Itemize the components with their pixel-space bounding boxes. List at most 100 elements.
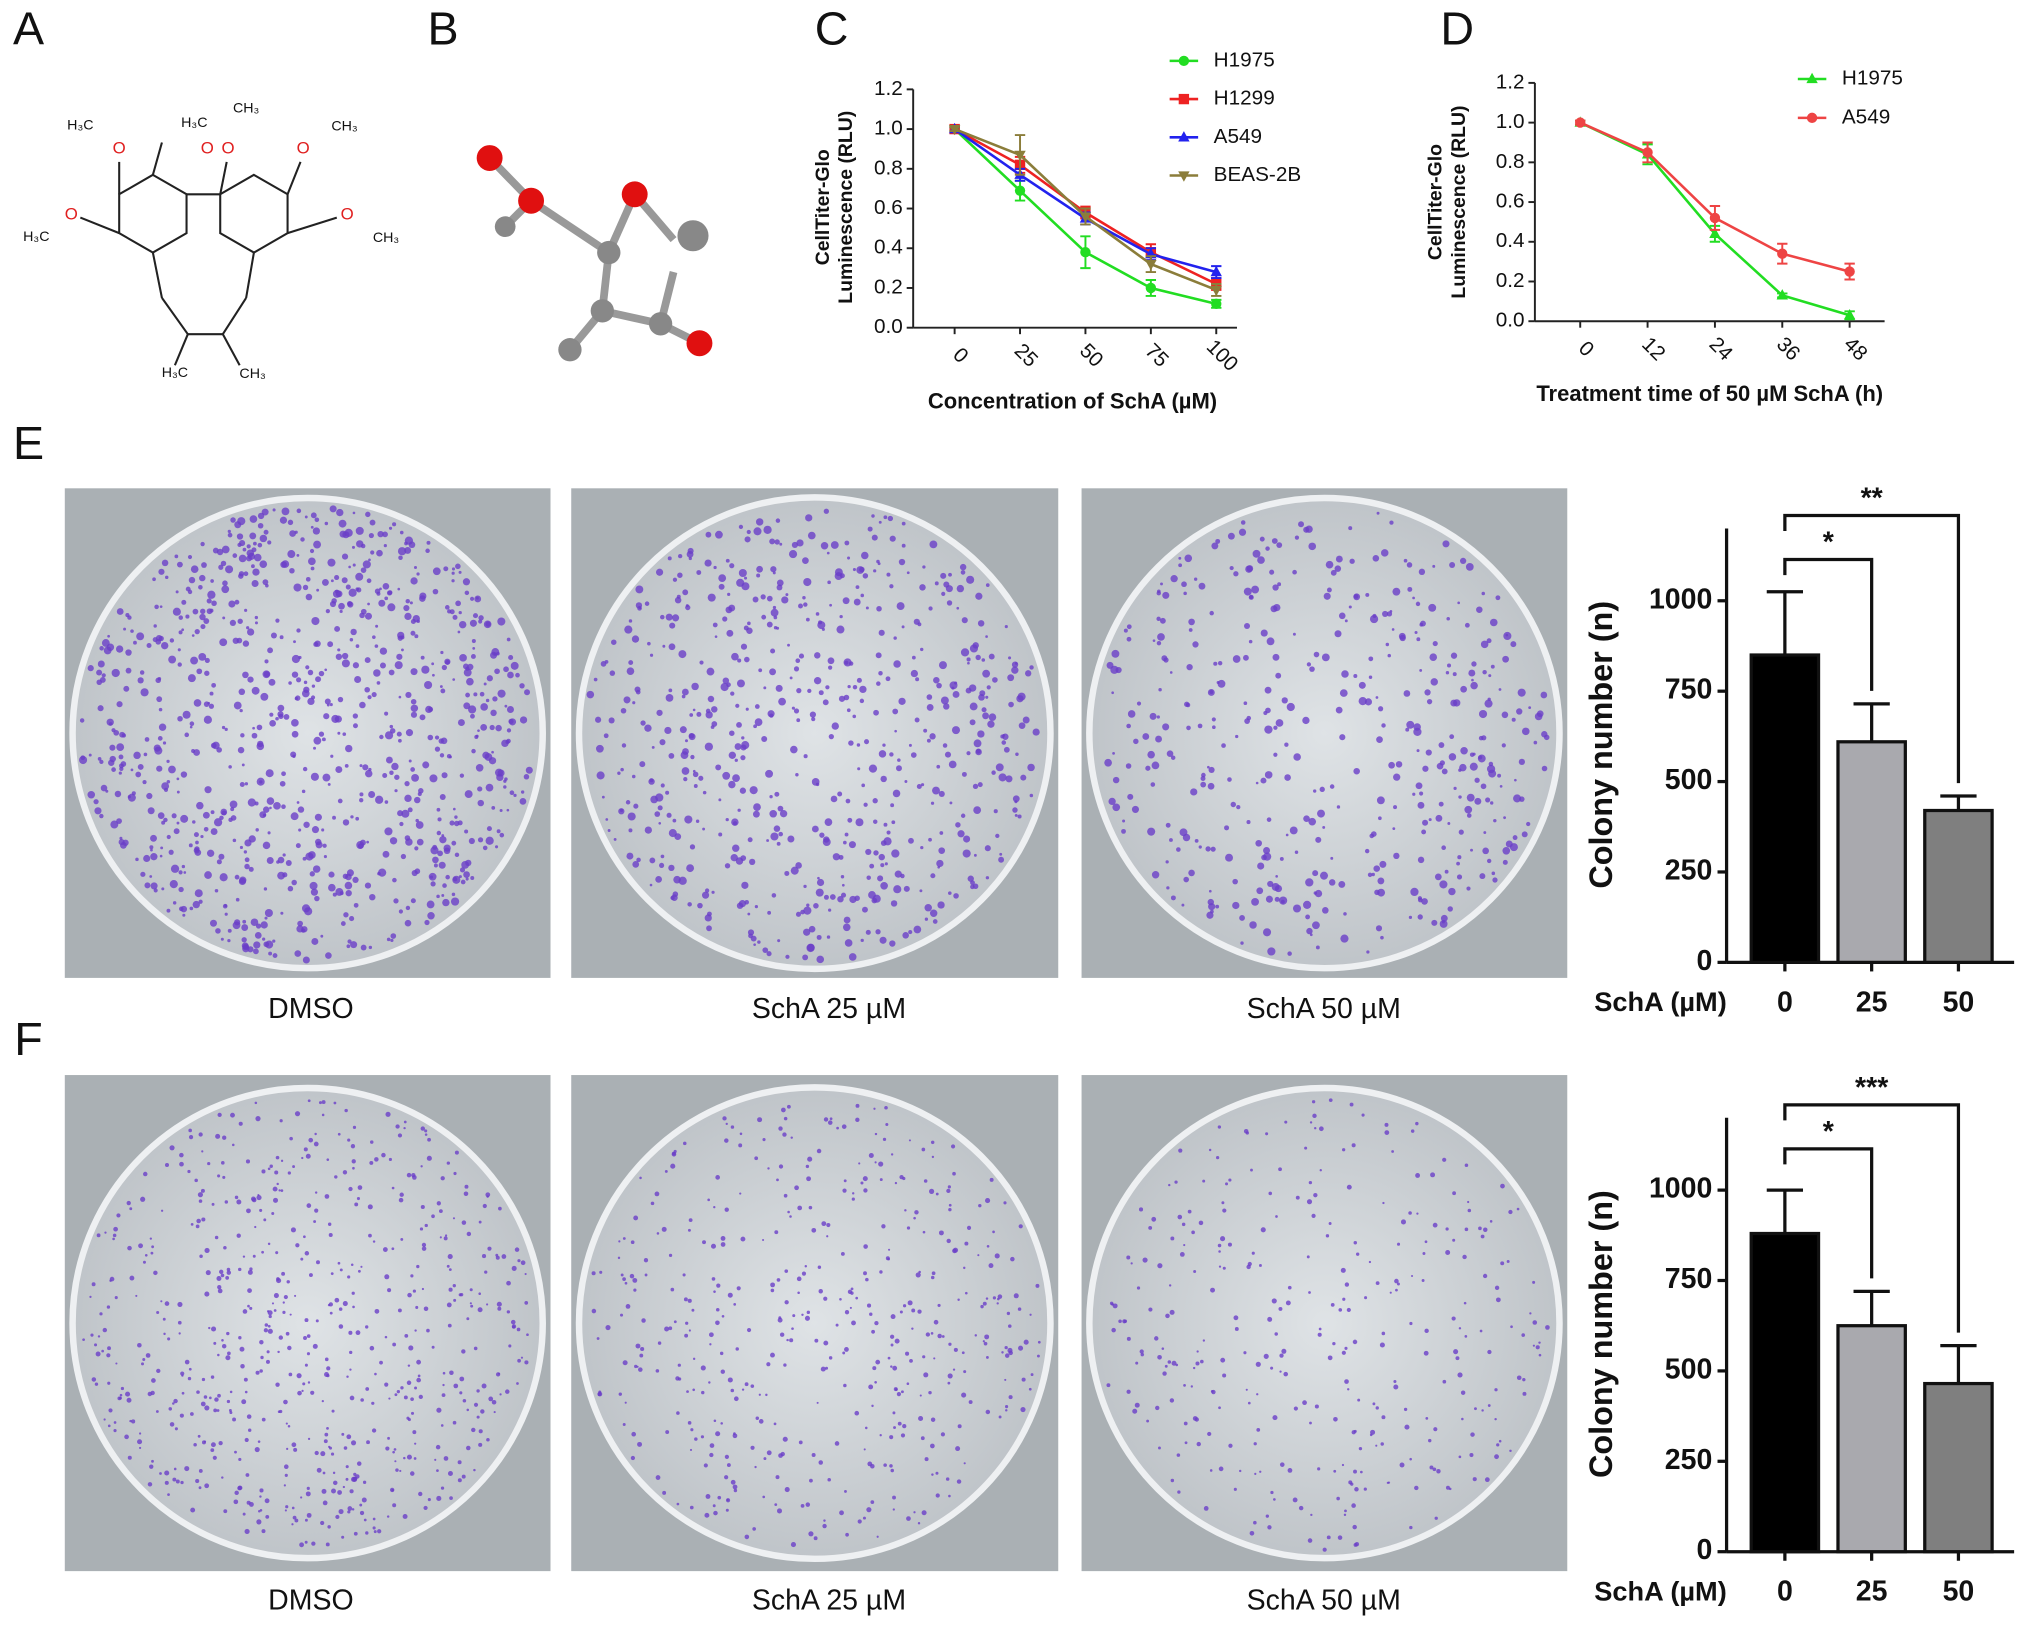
colony xyxy=(440,1486,445,1490)
colony xyxy=(775,518,781,523)
colony xyxy=(467,663,474,671)
colony xyxy=(1367,872,1373,878)
colony xyxy=(343,912,349,918)
colony xyxy=(683,776,688,782)
colony xyxy=(787,1210,790,1214)
colony xyxy=(462,1398,467,1403)
colony xyxy=(483,682,487,686)
colony xyxy=(204,1483,210,1489)
colony xyxy=(622,1360,628,1366)
colony xyxy=(893,885,902,894)
colony xyxy=(820,542,829,550)
colony xyxy=(805,514,813,522)
colony xyxy=(617,1256,621,1260)
colony xyxy=(983,1341,988,1346)
colony xyxy=(504,704,508,708)
colony xyxy=(404,546,412,554)
colony xyxy=(777,805,784,812)
marker xyxy=(1178,93,1190,105)
colony xyxy=(269,712,274,717)
colony xyxy=(226,1331,230,1336)
colony xyxy=(136,632,145,641)
colony xyxy=(1378,706,1384,712)
colony xyxy=(478,1429,483,1434)
colony xyxy=(328,871,335,878)
colony xyxy=(826,1235,829,1238)
colony xyxy=(290,1227,296,1233)
colony xyxy=(235,897,240,902)
colony xyxy=(928,1390,932,1395)
colony xyxy=(497,617,506,626)
colony xyxy=(382,772,388,778)
colony xyxy=(1283,1371,1289,1377)
marker xyxy=(1709,212,1721,224)
colony xyxy=(473,1346,478,1351)
colony xyxy=(166,779,171,784)
colony xyxy=(617,771,621,775)
error-bar xyxy=(1940,1343,1977,1384)
colony xyxy=(715,1175,720,1180)
colony xyxy=(242,671,249,679)
colony xyxy=(1162,591,1170,599)
colony xyxy=(503,666,509,673)
colony xyxy=(371,1428,377,1433)
colony xyxy=(1365,592,1370,597)
colony xyxy=(263,806,270,813)
colony xyxy=(337,696,344,703)
colony xyxy=(427,1137,431,1142)
colony xyxy=(876,1535,879,1538)
colony xyxy=(984,845,991,852)
colony xyxy=(239,1346,245,1352)
colony xyxy=(224,912,228,916)
colony xyxy=(367,602,370,606)
colony xyxy=(609,670,616,676)
colony xyxy=(425,548,430,554)
colony xyxy=(151,1459,154,1463)
colony xyxy=(414,796,421,804)
colony xyxy=(114,790,122,798)
colony xyxy=(1239,915,1245,921)
colony xyxy=(619,1313,624,1317)
colony xyxy=(822,838,831,847)
colony xyxy=(401,648,404,652)
colony xyxy=(947,1185,951,1189)
colony xyxy=(304,1251,310,1256)
colony xyxy=(239,845,244,850)
colony xyxy=(789,1338,794,1343)
colony xyxy=(753,803,761,811)
colony xyxy=(1366,950,1370,954)
plate-photo xyxy=(64,1075,551,1572)
dish xyxy=(575,494,1054,973)
colony xyxy=(1154,1336,1159,1341)
colony xyxy=(262,813,267,817)
colony xyxy=(392,1450,395,1454)
colony xyxy=(326,1374,330,1378)
colony xyxy=(1164,1364,1168,1368)
colony xyxy=(119,1393,123,1397)
colony xyxy=(275,1382,280,1387)
colony xyxy=(977,1254,980,1257)
colony xyxy=(113,1226,118,1232)
colony xyxy=(1406,562,1413,568)
colony xyxy=(281,804,286,809)
colony xyxy=(199,574,206,582)
colony xyxy=(238,1267,242,1272)
colony xyxy=(754,1156,759,1161)
colony xyxy=(506,1310,511,1314)
colony xyxy=(443,1236,448,1241)
colony xyxy=(770,1288,775,1293)
atom-label: O xyxy=(65,204,78,223)
colony xyxy=(677,572,683,578)
colony xyxy=(1201,772,1206,778)
colony xyxy=(249,515,258,523)
colony xyxy=(309,881,318,890)
colony xyxy=(289,1136,293,1141)
colony xyxy=(1010,1256,1015,1262)
colony xyxy=(313,736,322,745)
colony xyxy=(1436,762,1444,770)
colony xyxy=(396,1390,400,1394)
colony xyxy=(439,1209,443,1213)
colony xyxy=(442,1383,445,1387)
colony xyxy=(1495,595,1501,601)
colony xyxy=(1273,752,1278,757)
